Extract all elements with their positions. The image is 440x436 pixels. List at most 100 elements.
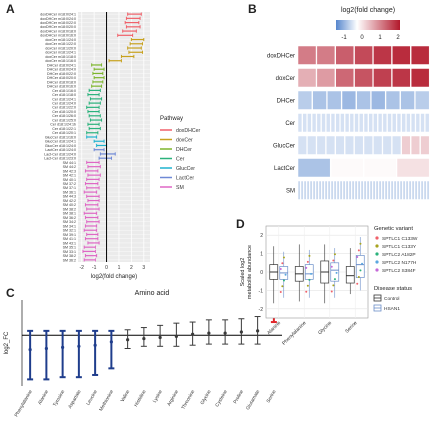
heatmap-cell [396,180,400,200]
colorbar-tick: -1 [341,35,347,41]
data-point [281,285,284,288]
data-point [306,260,309,263]
x-tick-label: Threonine [180,389,196,411]
heatmap-cell [307,135,317,155]
row-label: SM 40:1 [63,178,76,182]
row-label: SM 32:1 [63,229,76,233]
row-label: SM 42:3 [63,169,76,173]
row-label: Cer d18:1/26:0 [52,114,76,118]
row-label: SM 39:1 [63,233,76,237]
data-point [191,332,195,336]
heatmap-cell [354,180,358,200]
row-label: GlucCer d18:1/24:0 [45,144,76,148]
data-point [282,279,285,282]
data-point [356,282,359,285]
row-label: doxDHCer m18:0/22:0 [40,21,76,25]
heatmap-cell [392,135,402,155]
heatmap-cell [316,45,336,65]
colorbar [336,20,400,30]
heatmap-cell [341,90,357,110]
heatmap-cell [339,180,343,200]
row-label: doxCer m18:1/22:0 [45,42,76,46]
heatmap-cell [315,180,319,200]
row-label: SM 43:1 [63,241,76,245]
heatmap-cell [327,180,331,200]
heatmap-cell [324,180,328,200]
data-point [361,262,364,265]
data-point [158,335,162,340]
heatmap-cell [330,180,334,200]
data-point [279,268,282,271]
row-label: SM 40:2 [63,203,76,207]
data-point [126,338,130,342]
heatmap-cell [297,90,313,110]
row-label: SM 42:2 [63,199,76,203]
data-point [77,344,81,348]
legend-label: Control [384,296,399,302]
colorbar-tick: 2 [396,35,400,41]
row-label: SM 38:2 [63,207,76,211]
row-label: Cer d18:1/22:0 [52,106,76,110]
heatmap-cell [354,135,364,155]
heatmap-cell [417,180,421,200]
row-label: LactCer d18:1/24:0 [45,148,76,152]
x-tick-label: Alanine [37,389,50,406]
row-label: SM [286,188,295,194]
heatmap-cell [333,180,337,200]
data-point [256,329,260,333]
data-point [357,249,360,252]
row-label: Cer d18:1/24:1 [52,97,76,101]
data-point [284,273,287,276]
row-label: doxCer m18:1/24:0 [45,38,76,42]
legend-label: SPTLC2 N177H [382,260,417,266]
row-label: SM 33:1 [63,250,76,254]
heatmap-cell [357,180,361,200]
heatmap-cell [415,90,430,110]
heatmap-cell [387,180,391,200]
heatmap-cell [396,113,402,133]
row-label: doxDHCer m18:0/18:0 [40,29,76,33]
heatmap-cell [382,113,388,133]
heatmap-cell [399,180,403,200]
row-label: doxDHCer m18:0/20:0 [40,25,76,29]
row-label: SM 36:2 [63,258,76,262]
data-point [174,334,178,338]
heatmap-cell [363,180,367,200]
heatmap-cell [426,180,430,200]
heatmap-cell [420,113,425,133]
data-point [142,336,146,341]
heatmap-cell [297,113,303,133]
heatmap-cell [378,180,382,200]
heatmap-cell [369,180,373,200]
row-label: GlucCer d18:1/24:1 [45,140,76,144]
heatmap-cell [330,113,336,133]
x-tick-label: -1 [92,265,97,271]
row-label: Lact-Cer d18:1/24:0 [44,152,76,156]
heatmap-cell [326,113,331,133]
data-point [279,291,282,294]
row-label: doxCer m18:1/20:0 [45,46,76,50]
heatmap-cell [297,180,301,200]
data-point [359,269,362,272]
row-label: Lact-Cer d18:1/23:0 [44,157,76,161]
row-label: GlucCer d18:1/16:0 [45,135,76,139]
data-point [310,272,313,275]
x-tick-label: Phenylalanine [14,389,34,418]
heatmap-cell [348,180,352,200]
legend-dot [375,260,379,264]
x-tick-label: 3 [142,265,145,271]
box [345,266,355,284]
heatmap-cell [373,45,392,65]
heatmap-cell [423,180,427,200]
row-label: SM 44:2 [63,165,76,169]
chart-title: Amino acid [135,290,170,297]
heatmap-cell [360,180,364,200]
heatmap-cell [392,45,411,65]
data-point [330,265,333,268]
heatmap-cell [410,68,430,88]
legend-label: doxDHCer [176,128,200,134]
data-point [356,256,359,259]
row-label: DHCer d18:0/20:0 [47,76,76,80]
